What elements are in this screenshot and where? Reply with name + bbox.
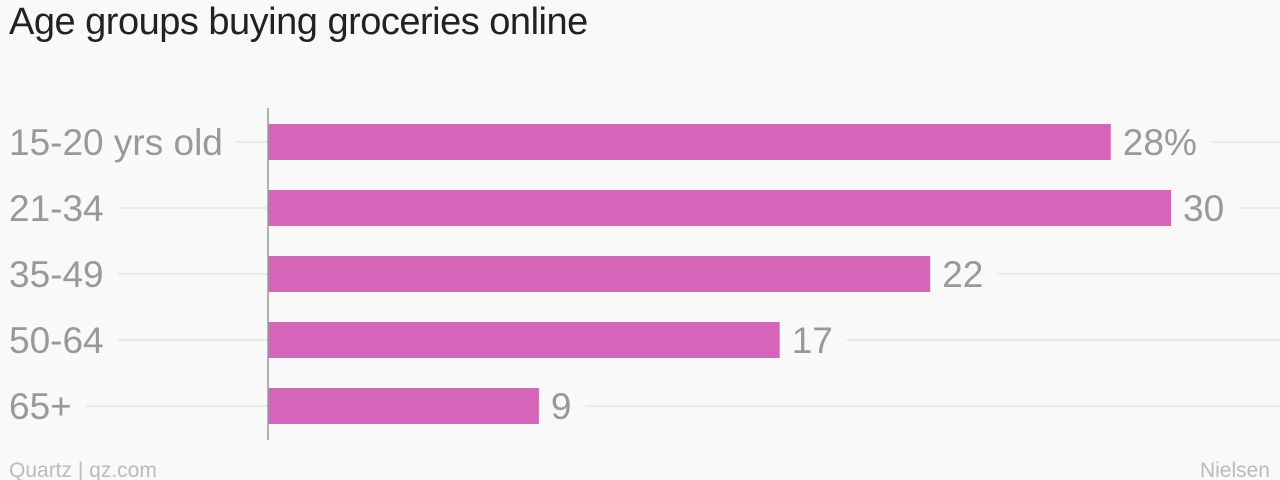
footer-source-right: Nielsen [1199, 459, 1270, 480]
label-layer: 15-20 yrs old 28% 21-34 30 35-49 22 50-64 17 65+… [9, 122, 1224, 427]
value-label: 28% [1123, 122, 1197, 163]
bar [268, 190, 1171, 226]
footer-source-left: Quartz | qz.com [9, 459, 157, 480]
category-label: 65+ [9, 386, 72, 427]
value-label: 17 [792, 320, 833, 361]
category-label: 15-20 yrs old [9, 122, 223, 163]
chart-title: Age groups buying groceries online [9, 1, 588, 43]
bar [268, 388, 539, 424]
grid-layer [85, 141, 1280, 407]
value-label: 22 [942, 254, 983, 295]
bar [268, 322, 780, 358]
bar [268, 256, 931, 292]
category-label: 50-64 [9, 320, 104, 361]
value-label: 30 [1183, 188, 1224, 229]
bar-layer [268, 124, 1171, 424]
category-label: 35-49 [9, 254, 104, 295]
bar [268, 124, 1111, 160]
value-label: 9 [551, 386, 572, 427]
category-label: 21-34 [9, 188, 104, 229]
